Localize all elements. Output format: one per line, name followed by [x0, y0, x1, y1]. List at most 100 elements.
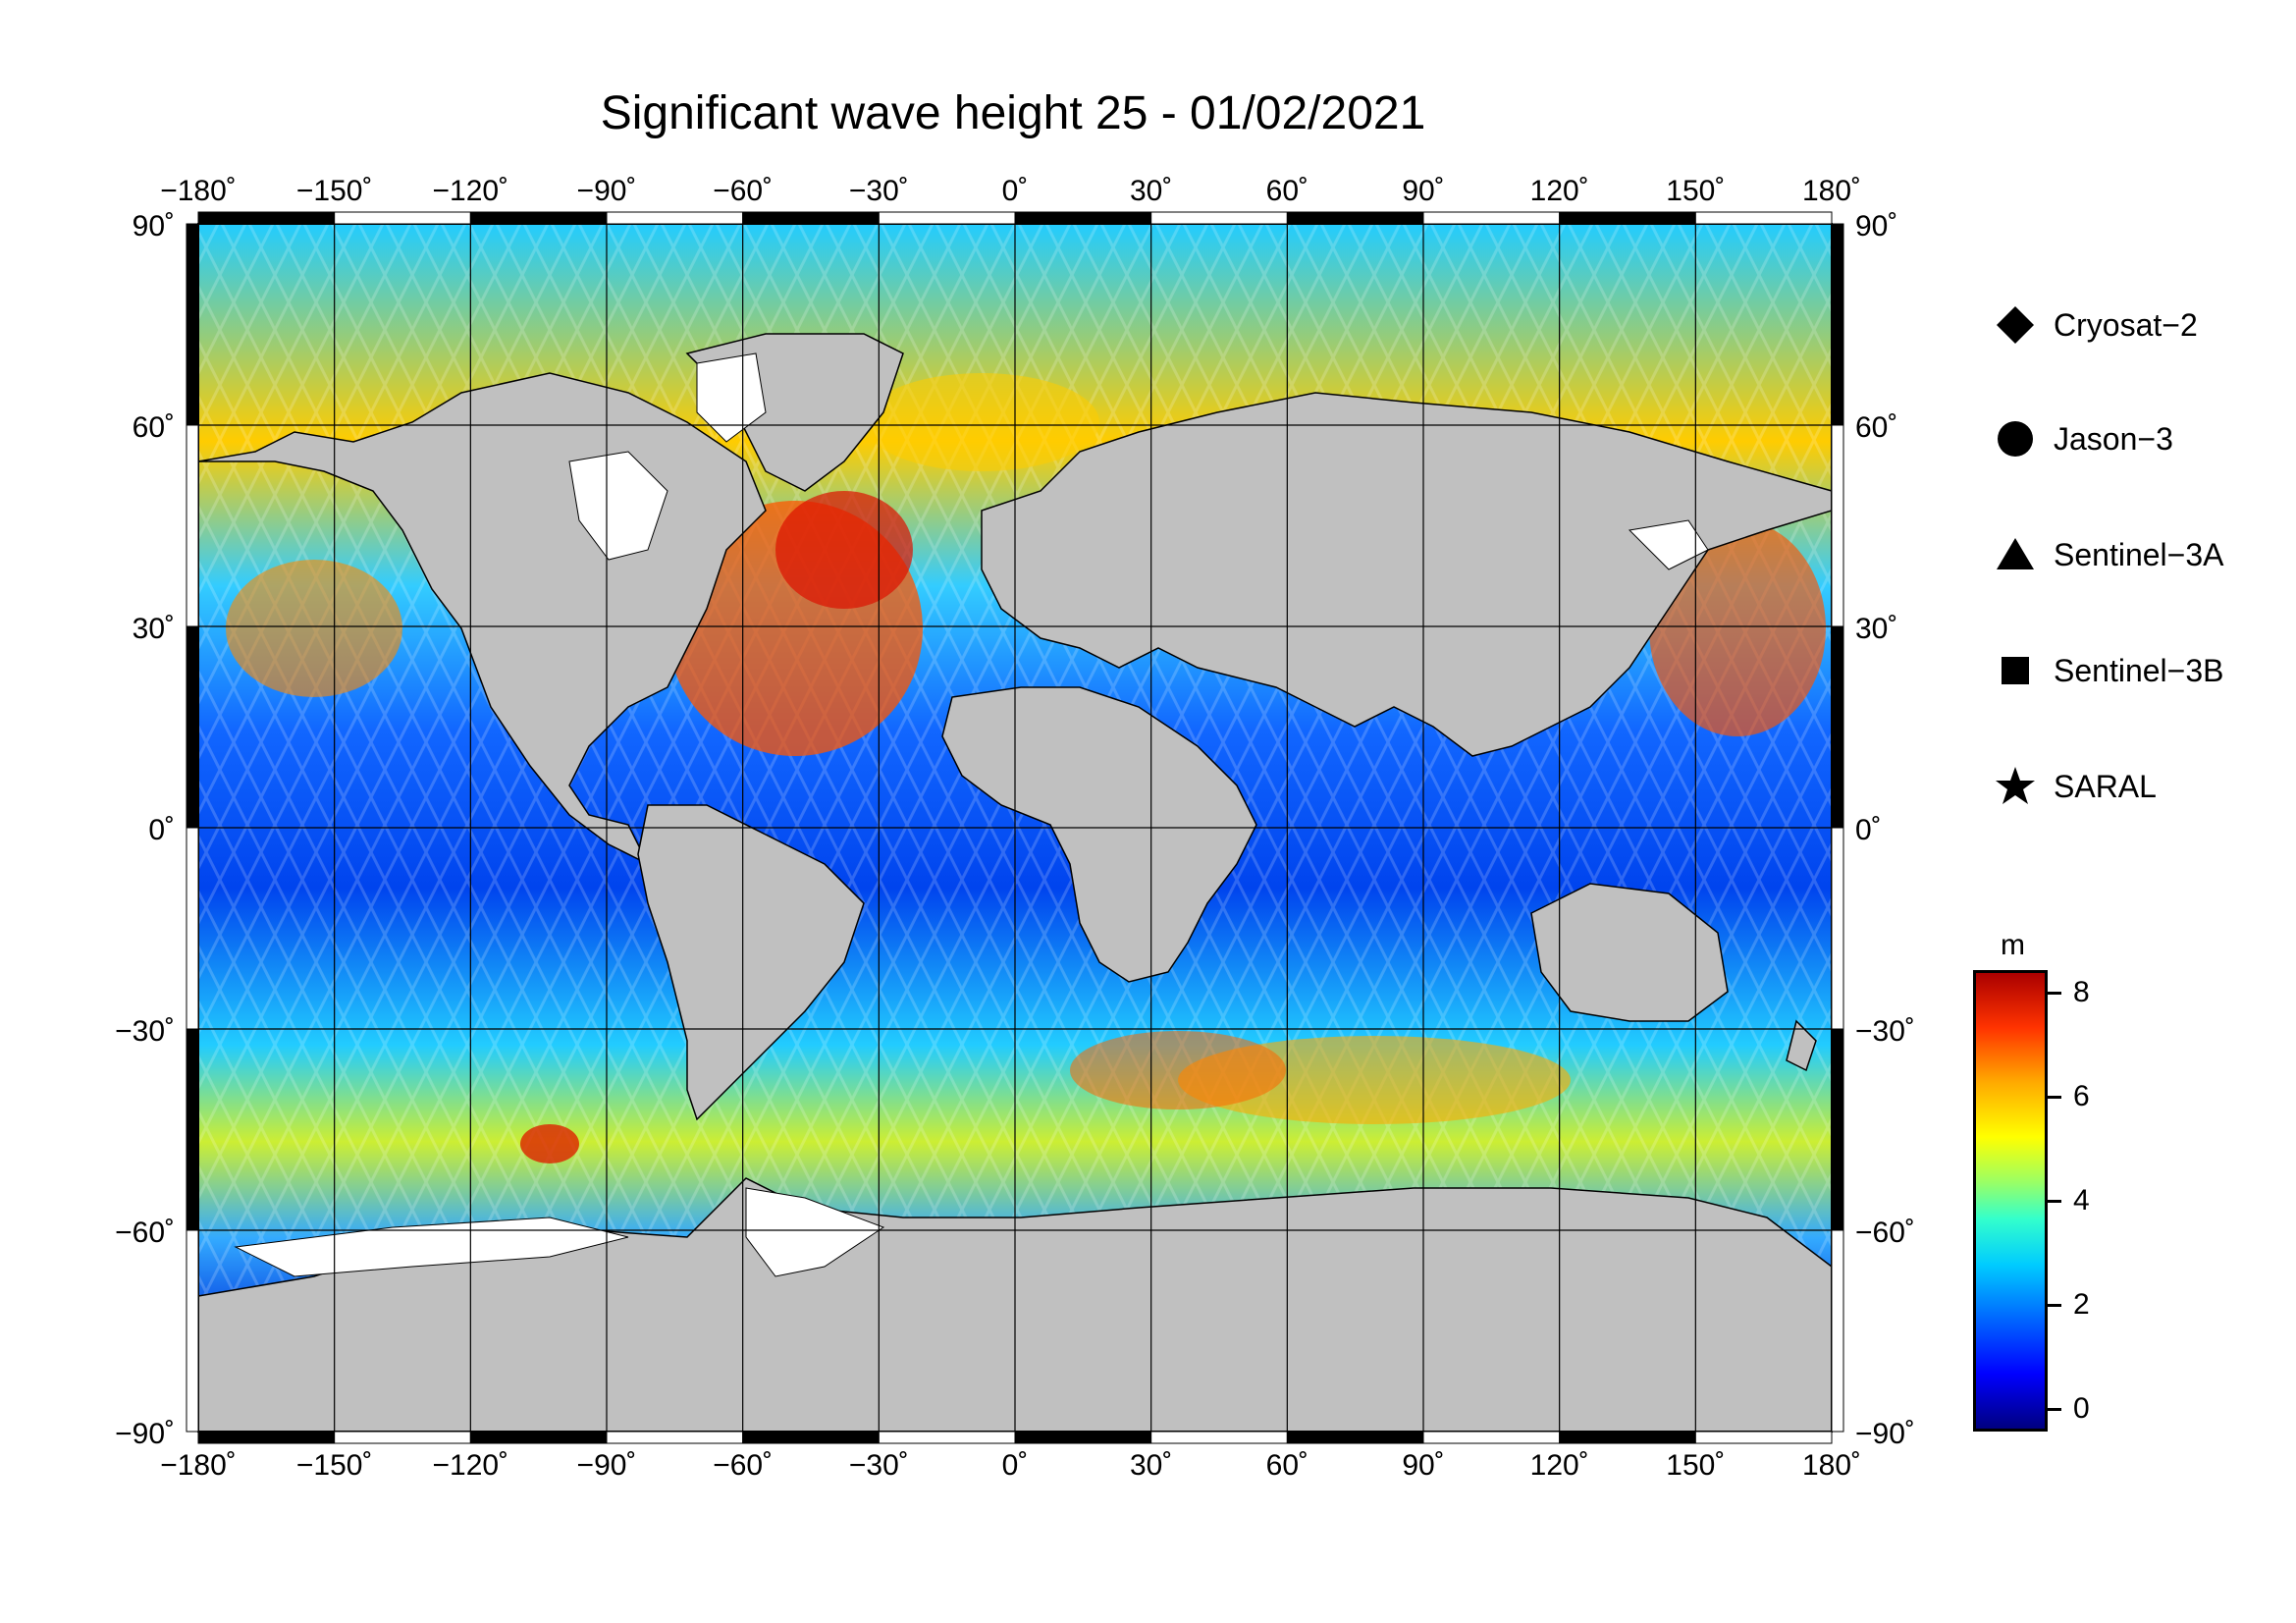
colorbar-tick — [2048, 1408, 2061, 1411]
frame-bar — [1831, 827, 1844, 1030]
longitude-tick-label: −180˚ — [160, 1449, 237, 1482]
frame-bar — [1014, 1431, 1152, 1444]
longitude-tick-label: 120˚ — [1530, 175, 1589, 207]
longitude-tick-label: 60˚ — [1266, 175, 1308, 207]
legend-label: SARAL — [2054, 768, 2157, 804]
latitude-tick-label: −60˚ — [115, 1217, 175, 1249]
longitude-tick-label: 150˚ — [1666, 175, 1725, 207]
colorbar-tick — [2048, 992, 2061, 995]
chart-title: Significant wave height 25 - 01/02/2021 — [600, 87, 1426, 139]
frame-bar — [1559, 1431, 1696, 1444]
frame-bar — [742, 211, 880, 225]
frame-bar — [1422, 1431, 1561, 1444]
frame-bar — [186, 827, 199, 1030]
diamond-icon — [1997, 306, 2034, 344]
longitude-tick-label: −60˚ — [713, 1449, 773, 1482]
eurasia — [981, 392, 1833, 757]
longitude-tick-label: −30˚ — [849, 175, 909, 207]
longitude-tick-label: 180˚ — [1802, 175, 1861, 207]
frame-bar — [469, 1431, 608, 1444]
latitude-tick-label: 30˚ — [1855, 613, 1897, 645]
circle-icon — [1998, 421, 2033, 457]
colorbar-unit: m — [2001, 929, 2025, 961]
longitude-tick-label: −120˚ — [433, 175, 509, 207]
longitude-tick-label: 180˚ — [1802, 1449, 1861, 1482]
longitude-labels: −180˚ −180˚ −150˚ −150˚ −120˚ −120˚ −90˚ −90˚ −6… — [160, 175, 1861, 1482]
latitude-tick-label: −90˚ — [1855, 1418, 1915, 1450]
longitude-tick-label: 150˚ — [1666, 1449, 1725, 1482]
colorbar-label: 4 — [2073, 1184, 2090, 1217]
frame-bar — [186, 1229, 199, 1433]
latitude-tick-label: −30˚ — [1855, 1015, 1915, 1048]
frame-bar — [1150, 1431, 1288, 1444]
frame-bar — [469, 211, 608, 225]
frame-bar — [878, 211, 1016, 225]
triangle-icon — [1997, 538, 2034, 569]
colorbar-tick — [2048, 1200, 2061, 1203]
frame-bar — [186, 1028, 199, 1231]
frame-bar — [1422, 211, 1561, 225]
frame-bar — [186, 625, 199, 829]
frame-bar — [1831, 625, 1844, 829]
legend-label: Cryosat−2 — [2054, 306, 2198, 343]
legend-item-cryosat: Cryosat−2 — [1993, 300, 2198, 350]
square-icon — [2002, 657, 2029, 684]
frame-bar — [334, 211, 471, 225]
high-wave-areas — [226, 373, 1826, 1163]
frame-bar — [878, 1431, 1016, 1444]
longitude-tick-label: 120˚ — [1530, 1449, 1589, 1482]
longitude-tick-label: 30˚ — [1130, 1449, 1172, 1482]
longitude-tick-label: −90˚ — [577, 1449, 637, 1482]
colorbar-label: 6 — [2073, 1080, 2090, 1112]
frame-bar — [606, 211, 744, 225]
colorbar-tick — [2048, 1304, 2061, 1307]
latitude-tick-label: 0˚ — [148, 814, 175, 846]
longitude-tick-label: −60˚ — [713, 175, 773, 207]
longitude-tick-label: 90˚ — [1402, 175, 1444, 207]
legend-item-sentinel-3a: Sentinel−3A — [1993, 530, 2223, 579]
new-zealand — [1786, 1019, 1817, 1072]
frame-bar — [186, 424, 199, 627]
frame-bar — [1694, 1431, 1833, 1444]
latitude-tick-label: −90˚ — [115, 1418, 175, 1450]
frame-bar — [1831, 424, 1844, 627]
longitude-tick-label: −180˚ — [160, 175, 237, 207]
africa — [941, 686, 1257, 983]
legend-item-sentinel-3b: Sentinel−3B — [1993, 646, 2223, 695]
frame-bar — [742, 1431, 880, 1444]
latitude-tick-label: 90˚ — [1855, 210, 1897, 243]
colorbar-label: 0 — [2073, 1392, 2090, 1425]
frame-bar — [186, 223, 199, 426]
south-america — [637, 804, 865, 1121]
frame-bar — [1286, 211, 1424, 225]
frame-bar — [1831, 1028, 1844, 1231]
frame-bar — [1694, 211, 1833, 225]
longitude-tick-label: 90˚ — [1402, 1449, 1444, 1482]
latitude-tick-label: 60˚ — [133, 411, 175, 444]
longitude-tick-label: 0˚ — [1002, 175, 1029, 207]
legend-label: Sentinel−3A — [2054, 536, 2224, 572]
latitude-tick-label: −60˚ — [1855, 1217, 1915, 1249]
legend-item-jason: Jason−3 — [1993, 414, 2173, 463]
frame-bar — [197, 1431, 336, 1444]
frame-bar — [1286, 1431, 1424, 1444]
frame-bar — [1014, 211, 1152, 225]
frame-bar — [197, 211, 336, 225]
longitude-tick-label: −30˚ — [849, 1449, 909, 1482]
longitude-tick-label: 30˚ — [1130, 175, 1172, 207]
legend-label: Jason−3 — [2054, 420, 2173, 457]
frame-bar — [1150, 211, 1288, 225]
latitude-tick-label: 30˚ — [133, 613, 175, 645]
australia — [1530, 883, 1729, 1022]
frame-bar — [334, 1431, 471, 1444]
latitude-tick-label: 60˚ — [1855, 411, 1897, 444]
colorbar — [1973, 970, 2048, 1432]
star-icon — [1996, 767, 2035, 804]
longitude-tick-label: 0˚ — [1002, 1449, 1029, 1482]
legend-label: Sentinel−3B — [2054, 652, 2224, 688]
no-data-areas — [234, 352, 1709, 1277]
colorbar-label: 8 — [2073, 976, 2090, 1008]
latitude-labels: 90˚ 90˚ 60˚ 60˚ 30˚ 30˚ 0˚ 0˚ −30˚ −30˚ −60˚ −60˚ −9… — [115, 210, 1915, 1450]
latitude-tick-label: 90˚ — [133, 210, 175, 243]
frame-bar — [1559, 211, 1696, 225]
